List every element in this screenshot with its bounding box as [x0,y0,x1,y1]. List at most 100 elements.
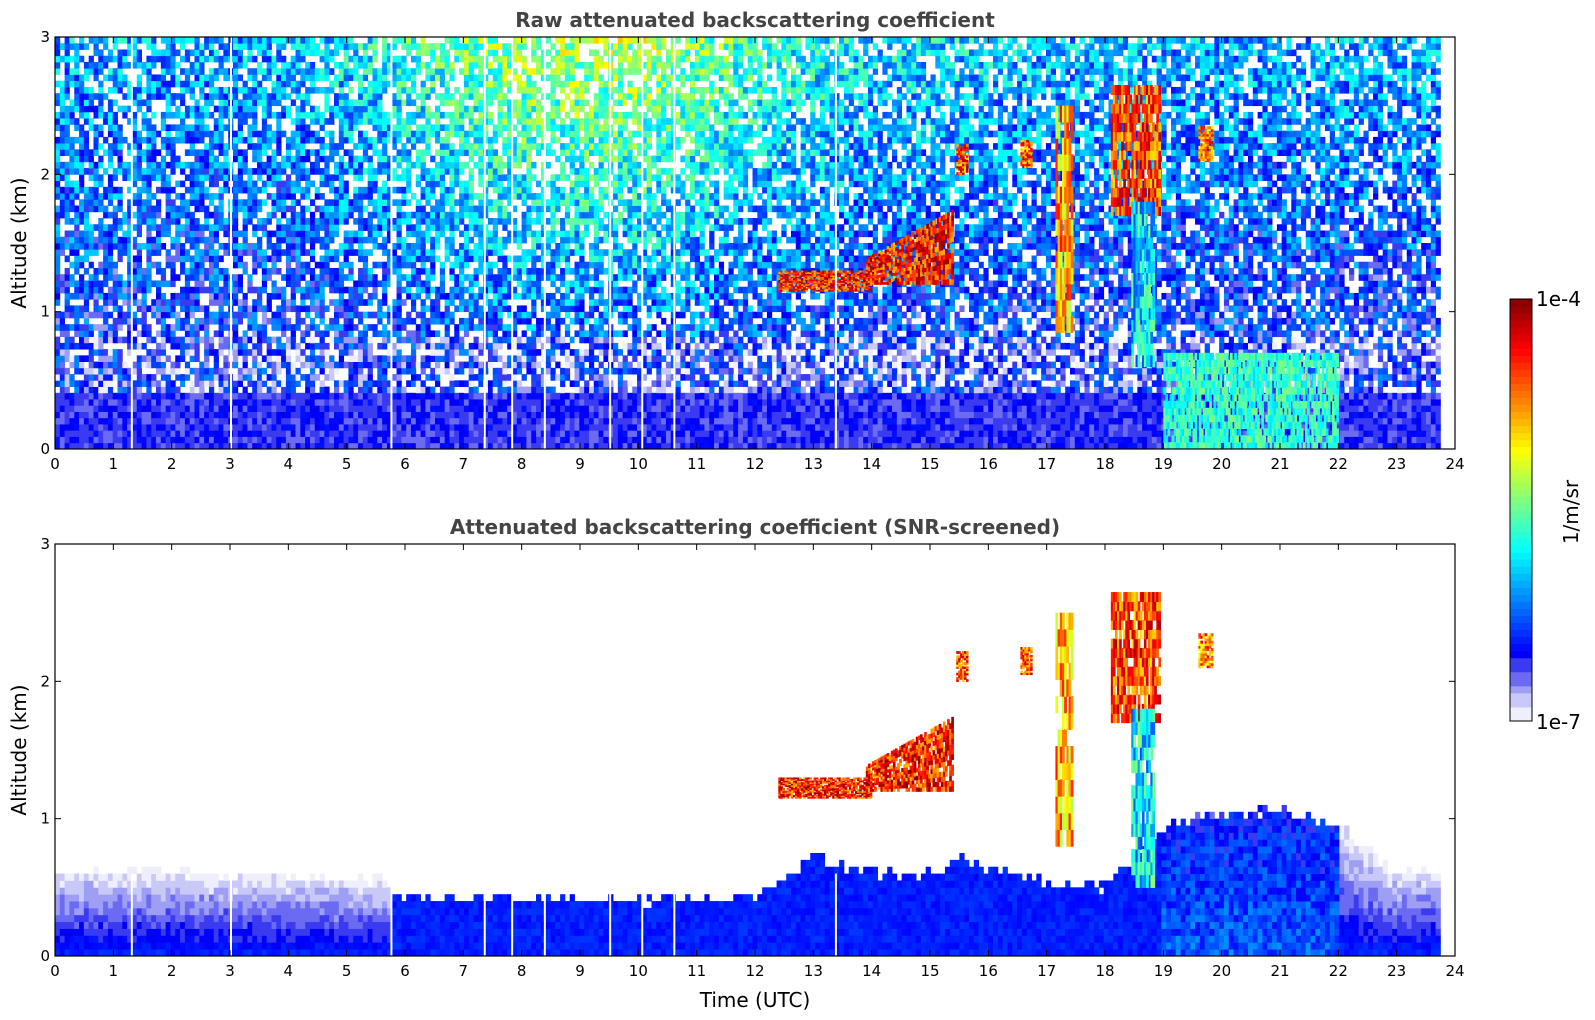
heatmap-cell [107,374,114,381]
heatmap-cell [199,230,205,238]
heatmap-cell [93,186,99,194]
heatmap-cell [468,49,474,57]
heatmap-cell [199,74,205,82]
heatmap-cell [300,143,306,150]
heatmap-cell [98,286,104,294]
heatmap-cell [271,111,277,119]
heatmap-cell [319,286,325,294]
heatmap-cell [276,136,282,144]
heatmap-cell [281,386,287,394]
heatmap-cell [276,361,282,369]
heatmap-cell [271,261,277,269]
heatmap-cell [74,267,80,275]
heatmap-cell [463,136,470,144]
heatmap-cell [276,424,282,431]
heatmap-cell [305,311,311,319]
heatmap-cell [305,436,311,444]
heatmap-cell [257,442,263,449]
heatmap-cell [146,193,152,200]
heatmap-cell [478,236,484,244]
heatmap-cell [334,342,340,350]
heatmap-cell [83,43,90,50]
heatmap-cell [305,292,311,300]
heatmap-cell [107,392,114,400]
heatmap-cell [271,374,277,381]
heatmap-cell [232,299,239,306]
heatmap-cell [367,193,373,200]
heatmap-cell [165,386,171,394]
heatmap-cell [449,143,455,150]
heatmap-cell [175,61,181,69]
heatmap-cell [516,411,523,419]
heatmap-cell [295,311,301,319]
heatmap-cell [64,130,70,138]
heatmap-cell [444,68,450,75]
heatmap-cell [410,99,417,107]
heatmap-cell [189,230,195,238]
heatmap-cell [391,155,397,163]
heatmap-cell [439,174,446,181]
heatmap-cell [516,130,523,138]
heatmap-cell [444,143,450,150]
heatmap-cell [266,417,272,425]
heatmap-cell [208,74,215,82]
heatmap-cell [242,43,248,50]
heatmap-cell [367,143,373,150]
heatmap-cell [511,205,518,213]
heatmap-cell [242,80,248,88]
heatmap-cell [348,430,354,437]
heatmap-cell [377,399,383,406]
heatmap-cell [507,155,513,163]
heatmap-cell [252,80,258,88]
heatmap-cell [127,280,133,288]
heatmap-cell [338,430,345,437]
heatmap-cell [127,311,133,319]
heatmap-cell [232,218,239,225]
heatmap-cell [189,267,195,275]
heatmap-cell [358,55,364,63]
heatmap-cell [223,411,229,419]
heatmap-cell [204,399,210,406]
heatmap-cell [127,305,133,313]
heatmap-cell [420,330,426,338]
heatmap-cell [266,180,272,188]
heatmap-cell [79,355,85,363]
heatmap-cell [420,442,426,449]
heatmap-cell [449,386,455,394]
heatmap-cell [338,124,345,132]
heatmap-cell [83,74,90,82]
heatmap-cell [334,161,340,169]
heatmap-cell [276,292,282,300]
heatmap-cell [468,118,474,125]
heatmap-cell [415,130,421,138]
heatmap-cell [507,230,513,238]
heatmap-cell [459,405,465,412]
heatmap-cell [401,424,407,431]
heatmap-cell [213,430,219,437]
heatmap-cell [257,86,263,94]
heatmap-cell [459,324,465,331]
heatmap-cell [454,37,460,44]
heatmap-cell [184,286,191,294]
heatmap-cell [468,236,474,244]
heatmap-cell [348,161,354,169]
heatmap-cell [232,224,239,231]
heatmap-cell [136,224,142,231]
heatmap-cell [232,130,239,138]
heatmap-cell [122,442,128,449]
heatmap-cell [401,299,407,306]
heatmap-cell [261,355,268,363]
heatmap-cell [497,105,503,113]
heatmap-cell [290,330,296,338]
heatmap-cell [459,49,465,57]
heatmap-cell [420,405,426,412]
heatmap-cell [463,205,470,213]
heatmap-cell [391,261,397,269]
heatmap-cell [141,361,147,369]
heatmap-cell [281,68,287,75]
heatmap-cell [247,336,253,344]
heatmap-cell [127,211,133,219]
heatmap-cell [64,55,70,63]
heatmap-cell [261,43,268,50]
heatmap-cell [112,305,118,313]
